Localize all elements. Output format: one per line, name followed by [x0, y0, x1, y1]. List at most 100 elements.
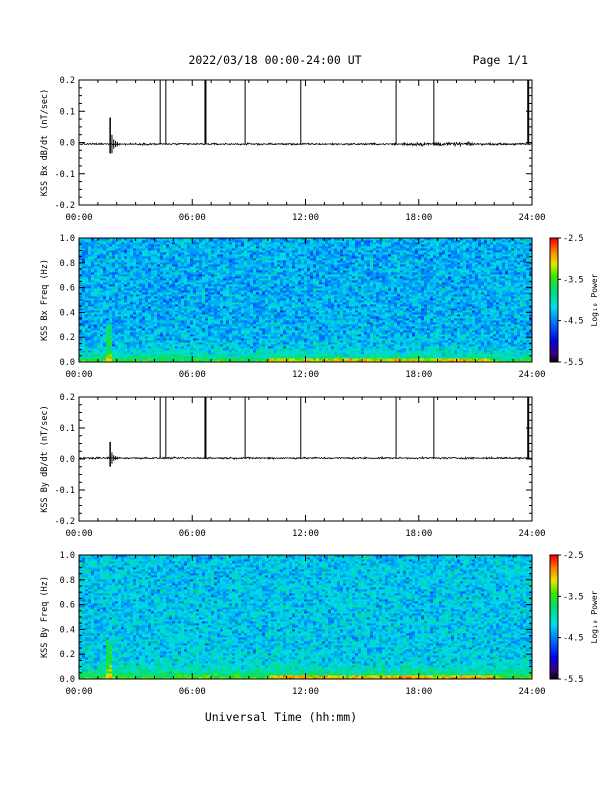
- spectrogram-cell: [127, 350, 131, 353]
- spectrogram-cell: [103, 298, 107, 301]
- spectrogram-cell: [136, 284, 140, 287]
- spectrogram-cell: [124, 328, 128, 331]
- spectrogram-cell: [127, 326, 131, 329]
- spectrogram-cell: [127, 306, 131, 309]
- spectrogram-cell: [91, 338, 95, 341]
- spectrogram-cell: [118, 350, 122, 353]
- spectrogram-cell: [94, 350, 98, 353]
- spectrogram-cell: [85, 348, 89, 351]
- spectrogram-cell: [91, 314, 95, 317]
- spectrogram-cell: [82, 320, 86, 323]
- spectrogram-cell: [85, 318, 89, 321]
- spectrogram-cell: [112, 252, 116, 255]
- spectrogram-cell: [115, 268, 119, 271]
- spectrogram-cell: [124, 250, 128, 253]
- spectrogram-cell: [121, 344, 125, 347]
- spectrogram-cell: [85, 352, 89, 355]
- spectrogram-cell: [82, 294, 86, 297]
- spectrogram-cell: [118, 264, 122, 267]
- spectrogram-cell: [85, 258, 89, 261]
- spectrogram-cell: [112, 254, 116, 257]
- spectrogram-cell: [127, 248, 131, 251]
- spectrogram-cell: [82, 296, 86, 299]
- spectrogram-cell: [88, 348, 92, 351]
- spectrogram-cell: [127, 268, 131, 271]
- spectrogram-cell: [133, 324, 137, 327]
- spectrogram-cell: [136, 310, 140, 313]
- spectrogram-cell: [100, 306, 104, 309]
- spectrogram-cell: [121, 318, 125, 321]
- spectrogram-cell: [136, 348, 140, 351]
- spectrogram-cell: [88, 292, 92, 295]
- spectrogram-cell: [100, 268, 104, 271]
- spectrogram-cell: [112, 264, 116, 267]
- spectrogram-cell: [133, 302, 137, 305]
- spectrogram-cell: [88, 316, 92, 319]
- spectrogram-cell: [112, 238, 116, 241]
- spectrogram-cell: [112, 280, 116, 283]
- spectrogram-cell: [130, 328, 134, 331]
- spectrogram-cell: [103, 322, 107, 325]
- spectrogram-cell: [82, 324, 86, 327]
- spectrogram-cell: [133, 360, 137, 363]
- spectrogram-cell: [82, 270, 86, 273]
- spectrogram-cell: [79, 360, 83, 363]
- spectrogram-cell: [97, 328, 101, 331]
- spectrogram-cell: [124, 286, 128, 289]
- spectrogram-cell: [112, 348, 116, 351]
- spectrogram-cell: [91, 326, 95, 329]
- spectrogram-cell: [85, 298, 89, 301]
- spectrogram-cell: [88, 256, 92, 259]
- spectrogram-cell: [109, 270, 113, 273]
- spectrogram-cell: [106, 308, 110, 311]
- spectrogram-cell: [109, 280, 113, 283]
- spectrogram-cell: [82, 242, 86, 245]
- spectrogram-cell: [91, 296, 95, 299]
- spectrogram-cell: [121, 346, 125, 349]
- spectrogram-cell: [124, 346, 128, 349]
- spectrogram-cell: [100, 258, 104, 261]
- spectrogram-cell: [118, 256, 122, 259]
- spectrogram-cell: [136, 352, 140, 355]
- spectrogram-cell: [115, 314, 119, 317]
- spectrogram-cell: [121, 310, 125, 313]
- spectrogram-cell: [118, 326, 122, 329]
- spectrogram-cell: [124, 274, 128, 277]
- spectrogram-cell: [109, 284, 113, 287]
- spectrogram-cell: [133, 262, 137, 265]
- spectrogram-cell: [124, 258, 128, 261]
- spectrogram-cell: [112, 316, 116, 319]
- spectrogram-cell: [109, 262, 113, 265]
- spectrogram-cell: [121, 284, 125, 287]
- spectrogram-cell: [118, 242, 122, 245]
- spectrogram-cell: [94, 336, 98, 339]
- spectrogram-cell: [112, 358, 116, 361]
- spectrogram-cell: [103, 306, 107, 309]
- spectrogram-cell: [103, 252, 107, 255]
- spectrogram-cell: [127, 304, 131, 307]
- spectrogram-cell: [109, 356, 113, 359]
- spectrogram-cell: [136, 300, 140, 303]
- spectrogram-cell: [112, 356, 116, 359]
- spectrogram-cell: [106, 272, 110, 275]
- spectrogram-cell: [106, 340, 110, 343]
- spectrogram-cell: [109, 244, 113, 247]
- page-indicator: Page 1/1: [473, 53, 528, 67]
- spectrogram-cell: [112, 298, 116, 301]
- spectrogram-cell: [130, 300, 134, 303]
- spectrogram-cell: [94, 260, 98, 263]
- spectrogram-cell: [94, 360, 98, 363]
- spectrogram-cell: [100, 340, 104, 343]
- spectrogram-cell: [118, 270, 122, 273]
- spectrogram-cell: [124, 356, 128, 359]
- spectrogram-cell: [112, 262, 116, 265]
- spectrogram-cell: [85, 252, 89, 255]
- spectrogram-cell: [94, 294, 98, 297]
- spectrogram-cell: [103, 256, 107, 259]
- spectrogram-cell: [94, 326, 98, 329]
- spectrogram-cell: [94, 270, 98, 273]
- spectrogram-cell: [91, 262, 95, 265]
- spectrogram-cell: [112, 284, 116, 287]
- spectrogram-cell: [82, 348, 86, 351]
- spectrogram-cell: [103, 304, 107, 307]
